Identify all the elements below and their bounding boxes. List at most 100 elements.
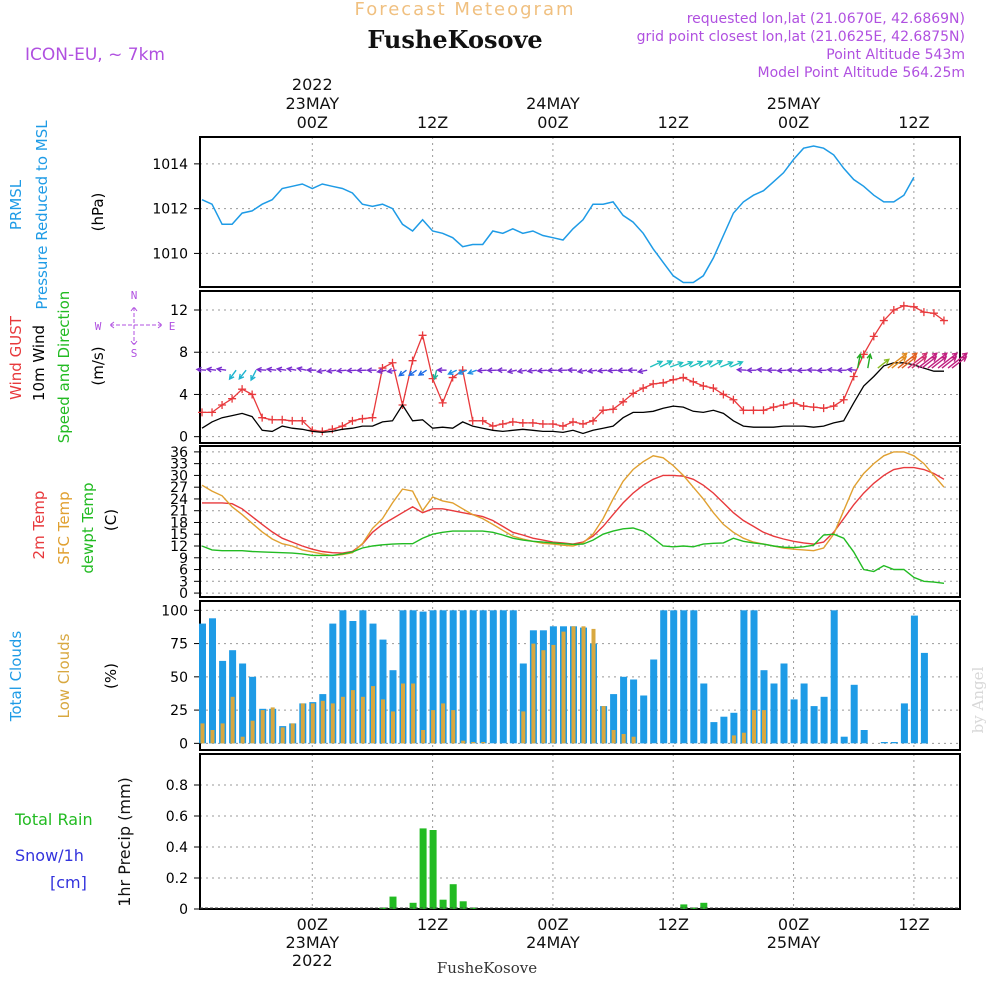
total-cloud-bar — [710, 722, 718, 744]
wind-arrow — [891, 356, 908, 369]
wind-arrow — [576, 368, 588, 374]
wind-arrow — [205, 366, 217, 373]
wind-gust-marker — [468, 416, 477, 425]
wind-gust-marker — [579, 420, 588, 428]
low-cloud-bar — [421, 730, 426, 744]
wind-gust-marker — [498, 420, 507, 428]
total-cloud-bar — [329, 623, 337, 744]
precip-bar — [700, 902, 708, 909]
total-cloud-bar — [449, 610, 457, 744]
low-cloud-bar — [591, 628, 596, 744]
wind-arrow — [951, 356, 968, 369]
wind-gust-marker — [609, 405, 618, 414]
wind-gust-marker — [538, 420, 547, 428]
compass-n: N — [131, 289, 138, 302]
wind-arrow — [335, 367, 347, 374]
wind-arrow — [436, 367, 447, 374]
total-cloud-bar — [469, 610, 477, 744]
precip-bar — [680, 904, 688, 909]
panel-label: 2m Temp — [30, 491, 48, 560]
bottom-axis-label: 12Z — [417, 915, 448, 934]
total-cloud-bar — [830, 610, 838, 744]
y-tick-label: 15 — [170, 527, 188, 543]
low-cloud-bar — [340, 696, 345, 744]
total-cloud-bar — [790, 699, 798, 744]
y-tick-label: 30 — [170, 468, 188, 484]
top-axis-label: 2022 — [292, 75, 333, 94]
low-cloud-bar — [752, 710, 756, 744]
wind-gust-marker — [478, 416, 487, 425]
bottom-axis-label: 12Z — [658, 915, 689, 934]
top-axis-label: 00Z — [297, 113, 328, 132]
total-cloud-bar — [740, 610, 748, 744]
total-cloud-bar — [820, 696, 828, 744]
bottom-axis-label: 00Z — [297, 915, 328, 934]
total-cloud-bar — [840, 736, 848, 744]
panels: 1010101210140481203691215182124273033360… — [152, 137, 969, 918]
wind-gust-marker — [528, 418, 537, 427]
low-cloud-bar — [230, 696, 235, 744]
low-cloud-bar — [260, 710, 265, 744]
low-cloud-bar — [561, 631, 566, 744]
wind-arrow — [195, 366, 207, 373]
low-cloud-bar — [210, 730, 215, 744]
wind-arrow — [417, 369, 427, 376]
total-cloud-bar — [499, 610, 507, 744]
temperature-frame — [199, 445, 961, 598]
wind-arrow — [796, 367, 807, 374]
low-cloud-bar — [631, 736, 636, 744]
y-tick-label: 0.8 — [166, 778, 188, 794]
low-cloud-bar — [521, 711, 526, 744]
top-axis-label: 00Z — [537, 113, 568, 132]
wind-arrow — [556, 367, 568, 374]
low-cloud-bar — [371, 686, 375, 744]
y-tick-label: 0 — [179, 586, 188, 602]
wind-arrow — [937, 352, 959, 369]
wind-arrow — [238, 369, 247, 380]
low-cloud-bar — [471, 742, 476, 744]
y-tick-label: 3 — [179, 574, 188, 590]
wind-arrow — [659, 360, 674, 368]
wind-arrow — [836, 367, 847, 374]
y-tick-label: 50 — [170, 670, 188, 686]
product-title: Forecast Meteogram — [354, 0, 575, 20]
total-cloud-bar — [850, 684, 858, 744]
low-cloud-bar — [441, 703, 446, 744]
total-cloud-bar — [630, 679, 638, 744]
wind-gust-marker — [639, 384, 648, 393]
y-tick-label: 12 — [170, 539, 188, 555]
wind-gust-marker — [368, 413, 377, 422]
low-cloud-bar — [300, 703, 305, 744]
total-cloud-bar — [720, 716, 728, 744]
panel-label: 10m Wind — [30, 325, 48, 401]
wind-gust-marker — [689, 377, 698, 386]
wind-gust-marker — [258, 413, 267, 422]
low-cloud-bar — [290, 723, 295, 744]
total-cloud-bar — [700, 683, 708, 744]
wind-gust-marker — [268, 415, 277, 424]
compass-e: E — [169, 320, 176, 333]
wind-gust-marker — [929, 309, 938, 318]
wind-arrow — [398, 369, 407, 377]
wind-gust-marker — [859, 350, 868, 359]
bottom-axis-label: 12Z — [898, 915, 929, 934]
precip-snow-label: Snow/1h — [15, 846, 84, 865]
wind-gust-marker — [508, 417, 517, 426]
low-cloud-bar — [401, 683, 405, 744]
bottom-axis-label: 25MAY — [767, 933, 821, 952]
low-cloud-bar — [381, 699, 385, 744]
wind-arrow — [669, 361, 684, 368]
total-cloud-bar — [810, 706, 818, 744]
wind-gust-marker — [699, 382, 708, 390]
wind-arrow — [486, 367, 497, 374]
panel-label: Total Clouds — [7, 631, 25, 723]
total-cloud-bar — [610, 694, 618, 744]
y-tick-label: 24 — [170, 492, 188, 508]
y-tick-label: 8 — [179, 345, 188, 361]
wind-gust-marker — [919, 308, 928, 317]
wind-arrow — [947, 352, 969, 369]
low-cloud-bar — [350, 690, 355, 744]
wind-gust-marker — [198, 408, 207, 417]
total-cloud-bar — [459, 610, 467, 744]
